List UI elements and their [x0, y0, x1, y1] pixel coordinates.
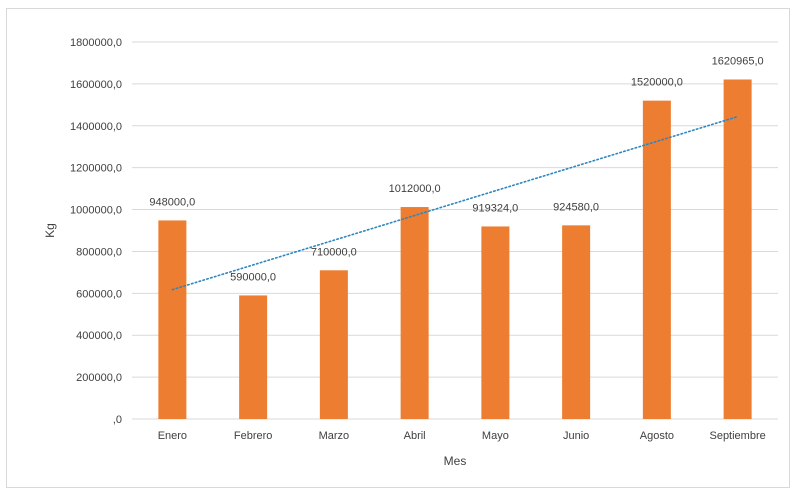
y-tick-label: ,0 — [113, 414, 122, 426]
bar — [642, 100, 671, 420]
bar — [400, 207, 429, 419]
gridlines — [132, 41, 778, 420]
x-axis-title: Mes — [444, 454, 467, 468]
y-tick-label: 1000000,0 — [70, 205, 122, 217]
x-tick-label: Septiembre — [709, 430, 765, 442]
y-tick-label: 600000,0 — [76, 288, 122, 300]
x-tick-label: Febrero — [234, 430, 273, 442]
data-label: 948000,0 — [149, 196, 195, 208]
y-tick-label: 200000,0 — [76, 372, 122, 384]
data-labels: 948000,0 590000,0 710000,0 1012000,0 919324,… — [149, 55, 763, 283]
data-label: 590000,0 — [230, 271, 276, 283]
x-tick-label: Junio — [563, 430, 589, 442]
y-axis-tick-labels: ,0 200000,0 400000,0 600000,0 800000,0 100000… — [70, 37, 122, 426]
x-tick-label: Enero — [158, 430, 187, 442]
y-tick-label: 800000,0 — [76, 246, 122, 258]
bar — [481, 226, 510, 419]
data-label: 924580,0 — [553, 201, 599, 213]
data-label: 1520000,0 — [631, 77, 683, 89]
bars — [158, 79, 752, 420]
data-label: 710000,0 — [311, 246, 357, 258]
y-tick-label: 1600000,0 — [70, 79, 122, 91]
bar — [319, 270, 348, 419]
y-tick-label: 400000,0 — [76, 330, 122, 342]
bar — [158, 220, 187, 419]
y-tick-label: 1800000,0 — [70, 37, 122, 49]
y-axis-title: Kg — [43, 223, 57, 238]
x-tick-label: Mayo — [482, 430, 509, 442]
y-tick-label: 1200000,0 — [70, 163, 122, 175]
x-tick-label: Marzo — [319, 430, 350, 442]
bar — [562, 225, 591, 419]
trendline — [171, 115, 739, 291]
x-tick-label: Abril — [404, 430, 426, 442]
y-tick-label: 1400000,0 — [70, 121, 122, 133]
data-label: 919324,0 — [472, 202, 518, 214]
trendline-group — [171, 115, 739, 291]
x-axis-tick-labels: Enero Febrero Marzo Abril Mayo Junio Agosto Sep… — [158, 430, 766, 442]
bar — [239, 295, 268, 419]
data-label: 1620965,0 — [712, 55, 764, 67]
data-label: 1012000,0 — [389, 183, 441, 195]
bar — [723, 79, 752, 419]
x-tick-label: Agosto — [640, 430, 674, 442]
